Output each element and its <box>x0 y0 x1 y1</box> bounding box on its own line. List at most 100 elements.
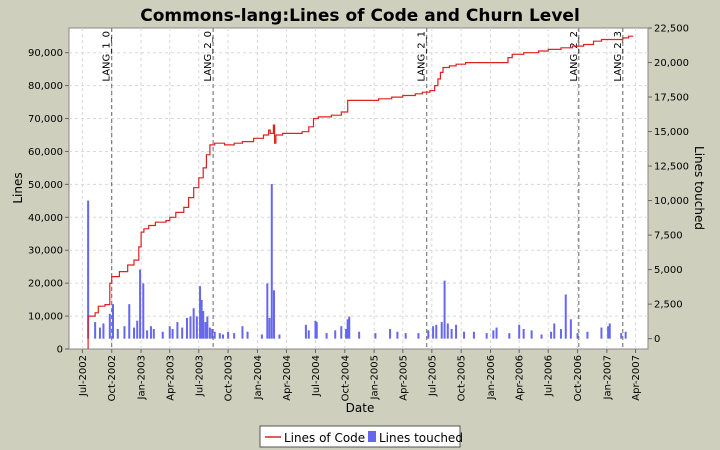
plot-area <box>68 27 649 350</box>
churn-bar <box>472 331 475 339</box>
churn-bar <box>586 331 589 339</box>
churn-bar <box>446 323 449 339</box>
churn-bar <box>149 326 152 339</box>
y-left-tick-label: 30,000 <box>28 246 63 257</box>
churn-bar <box>208 327 211 339</box>
y-right-tick-label: 0 <box>654 334 660 345</box>
x-tick-label: Jan-2003 <box>137 355 148 400</box>
lines-touched-bars <box>87 184 627 339</box>
churn-bar <box>608 323 611 339</box>
x-tick-label: Jul-2004 <box>311 355 322 397</box>
churn-bar <box>123 326 126 339</box>
y-left-tick-label: 50,000 <box>28 180 63 191</box>
churn-bar <box>270 184 273 339</box>
churn-bar <box>139 269 142 339</box>
churn-bar <box>463 331 466 339</box>
churn-bar <box>569 319 572 339</box>
churn-bar <box>620 333 623 339</box>
churn-bar <box>325 333 328 339</box>
chart-title: Commons-lang:Lines of Code and Churn Lev… <box>140 6 580 26</box>
churn-bar <box>440 322 443 339</box>
churn-bar <box>202 311 205 339</box>
churn-bar <box>87 200 90 339</box>
churn-bar <box>185 317 188 339</box>
x-tick-label: Jan-2005 <box>370 355 381 400</box>
x-tick-label: Oct-2004 <box>340 355 351 401</box>
y-left-tick-label: 0 <box>57 345 63 356</box>
churn-bar <box>389 328 392 339</box>
y-left-tick-label: 20,000 <box>28 279 63 290</box>
y-left-tick-label: 60,000 <box>28 147 63 158</box>
y-left-axis-label: Lines <box>11 172 25 203</box>
churn-bar <box>455 324 458 339</box>
legend-box <box>259 425 461 448</box>
churn-bar <box>218 333 221 339</box>
churn-bar <box>116 328 119 339</box>
churn-bar <box>133 327 136 339</box>
y-right-tick-label: 17,500 <box>654 93 689 104</box>
churn-bar <box>404 333 407 339</box>
churn-bar <box>211 328 214 339</box>
churn-bar <box>161 331 164 339</box>
x-tick-label: Jul-2006 <box>544 355 555 397</box>
y-right-axis-ticks: 0 2,500 5,000 7,500 10,000 12,500 15,000 17,500… <box>648 24 689 345</box>
y-right-tick-label: 2,500 <box>654 300 683 311</box>
churn-bar <box>111 304 114 339</box>
legend-label-lines-touched: Lines touched <box>379 431 463 445</box>
churn-bar <box>171 328 174 339</box>
churn-bar <box>195 316 198 339</box>
y-right-tick-label: 22,500 <box>654 24 689 35</box>
y-left-tick-label: 90,000 <box>28 48 63 59</box>
churn-bar <box>417 333 420 339</box>
churn-bar <box>340 326 343 339</box>
churn-bar <box>522 328 525 339</box>
y-left-axis-ticks: 0 10,000 20,000 30,000 40,000 50,000 60,000 70,… <box>28 48 69 356</box>
x-tick-label: Jan-2004 <box>253 355 264 400</box>
x-axis-label: Date <box>346 401 375 415</box>
churn-bar <box>396 331 399 339</box>
churn-bar <box>346 319 349 339</box>
churn-bar <box>200 299 203 339</box>
churn-bar <box>576 333 579 339</box>
release-marker-label: LANG_2_2 <box>569 31 580 82</box>
churn-bar <box>128 304 131 339</box>
churn-bar <box>564 294 567 339</box>
churn-bar <box>358 331 361 339</box>
churn-bar <box>492 330 495 339</box>
churn-bar <box>600 327 603 339</box>
x-tick-label: Oct-2003 <box>224 355 235 401</box>
x-tick-label: Apr-2004 <box>282 355 293 401</box>
churn-bar <box>246 331 249 339</box>
churn-bar <box>307 330 310 339</box>
x-tick-label: Jan-2006 <box>486 355 497 400</box>
churn-bar <box>221 334 224 339</box>
churn-bar <box>142 283 145 339</box>
x-tick-label: Apr-2007 <box>631 355 642 401</box>
y-left-tick-label: 80,000 <box>28 81 63 92</box>
x-tick-label: Jul-2002 <box>78 355 89 397</box>
churn-bar <box>152 328 155 339</box>
churn-bar <box>495 327 498 339</box>
churn-bar <box>108 313 111 339</box>
churn-bar <box>374 333 377 339</box>
churn-bar <box>427 330 430 339</box>
y-right-tick-label: 15,000 <box>654 127 689 138</box>
churn-bar <box>435 324 438 339</box>
churn-bar <box>98 327 101 339</box>
x-axis-ticks: Jul-2002 Oct-2002 Jan-2003 Apr-2003 Jul-2003… <box>78 349 642 401</box>
churn-bar <box>278 334 281 339</box>
y-left-tick-label: 70,000 <box>28 114 63 125</box>
release-marker-label: LANG_2_0 <box>203 31 214 82</box>
churn-bar <box>334 330 337 339</box>
churn-bar <box>241 326 244 339</box>
legend: Lines of Code Lines touched <box>259 425 463 448</box>
y-right-tick-label: 7,500 <box>654 231 683 242</box>
churn-bar <box>550 331 553 339</box>
x-tick-label: Oct-2002 <box>107 355 118 401</box>
churn-bar <box>518 324 521 339</box>
churn-bar <box>432 326 435 339</box>
churn-bar <box>607 326 610 339</box>
x-tick-label: Apr-2005 <box>398 355 409 401</box>
y-right-tick-label: 12,500 <box>654 162 689 173</box>
